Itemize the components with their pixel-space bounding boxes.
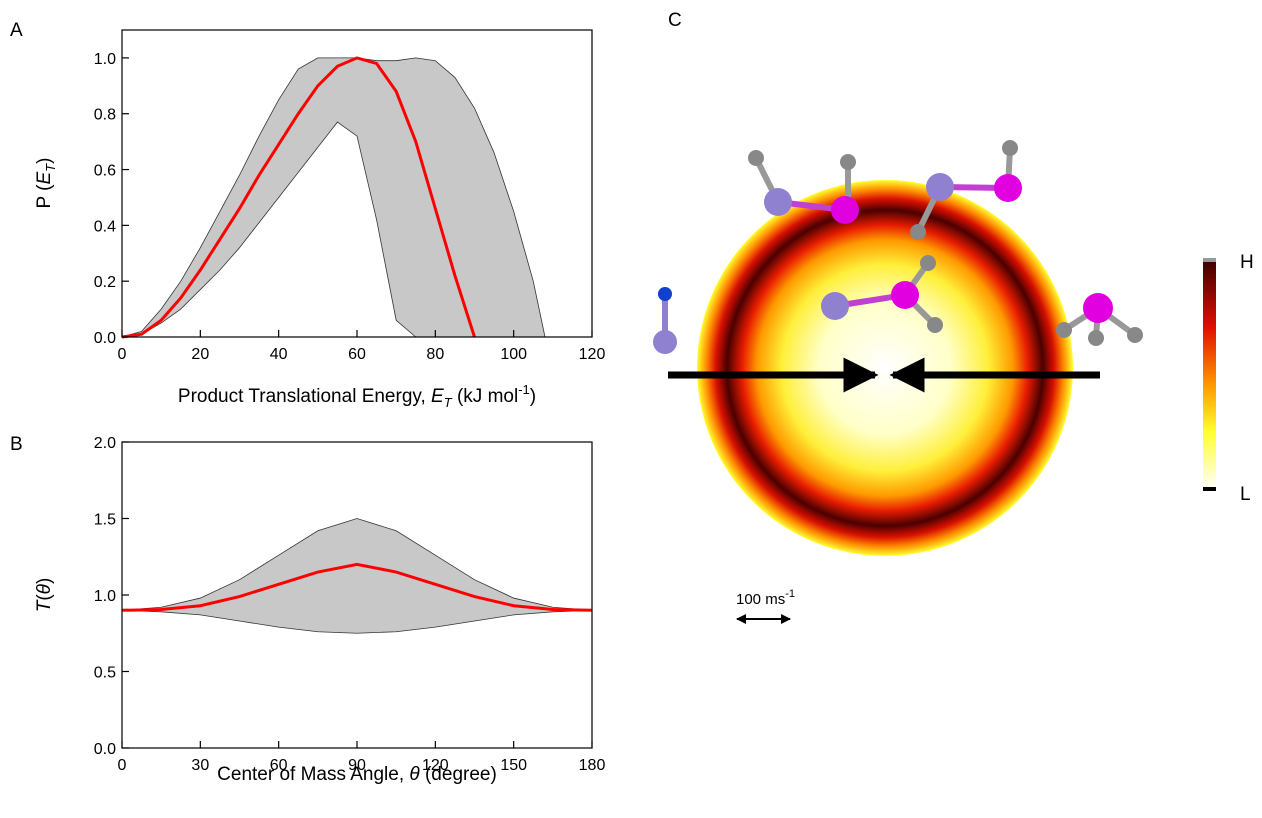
line [121, 562, 593, 612]
label-part: Center of Mass Angle, [217, 764, 409, 785]
x-tick-label: 40 [270, 346, 288, 363]
x-tick-label: 60 [270, 757, 288, 774]
y-tick-label: 1.5 [94, 512, 116, 529]
y-tick-label: 0.8 [94, 107, 116, 124]
x-tick-label: 90 [348, 757, 366, 774]
panel-label: A [10, 20, 23, 41]
y-axis-label: T(θ) [34, 578, 55, 613]
label-part: T [444, 395, 453, 410]
label-part: T [43, 163, 58, 172]
x-tick-label: 100 [500, 346, 527, 363]
y-tick-label: 0.2 [94, 274, 116, 291]
label-part: P ( [34, 184, 55, 209]
velocity-map [697, 180, 1073, 556]
label-part: θ [409, 764, 420, 785]
x-tick-label: 30 [191, 757, 209, 774]
colorbar-cap [1203, 487, 1216, 491]
colorbar [1203, 258, 1216, 490]
band [122, 518, 592, 634]
band-edge [121, 57, 546, 338]
y-tick-label: 1.0 [94, 588, 116, 605]
label-part: ) [34, 578, 55, 584]
x-axis-label: Center of Mass Angle, θ (degree) [217, 764, 497, 785]
x-tick-label: 120 [579, 346, 606, 363]
x-tick-label: 0 [118, 757, 127, 774]
y-tick-label: 1.0 [94, 51, 116, 68]
y-tick-label: 0.0 [94, 330, 116, 347]
label-part: T [34, 599, 55, 612]
band-edge [121, 609, 593, 634]
label-part: ) [530, 386, 536, 407]
y-tick-label: 2.0 [94, 435, 116, 452]
x-tick-label: 180 [579, 757, 606, 774]
label-part: ) [34, 158, 55, 164]
y-axis-label: P (ET) [34, 158, 58, 209]
label-part: (kJ mol [452, 386, 519, 407]
panel-c: C H L 100 ms-1 [653, 10, 1254, 624]
colorbar-low: L [1240, 484, 1251, 505]
label-part: 100 ms [736, 591, 785, 608]
label-part: E [431, 386, 444, 407]
label-part: (degree) [420, 764, 497, 785]
label-part: E [34, 172, 55, 185]
x-tick-label: 0 [118, 346, 127, 363]
label-part: Product Translational Energy, [178, 386, 431, 407]
x-tick-label: 120 [422, 757, 449, 774]
y-tick-label: 0.0 [94, 741, 116, 758]
label-part: -1 [518, 382, 530, 397]
y-tick-label: 0.6 [94, 163, 116, 180]
molecules [653, 140, 1143, 354]
label-part: ( [34, 594, 55, 601]
x-tick-label: 60 [348, 346, 366, 363]
y-tick-label: 0.5 [94, 665, 116, 682]
panel-label: C [668, 10, 682, 31]
label-part: -1 [785, 588, 795, 600]
x-tick-label: 150 [500, 757, 527, 774]
colorbar-cap [1203, 258, 1216, 262]
panel-label: B [10, 434, 23, 455]
band [122, 57, 545, 338]
colorbar-high: H [1240, 252, 1254, 273]
x-axis-label: Product Translational Energy, ET (kJ mol… [178, 382, 536, 410]
y-tick-label: 0.4 [94, 218, 116, 235]
label-part: θ [34, 583, 55, 594]
line [121, 56, 476, 339]
scale-bar-label: 100 ms-1 [736, 588, 795, 608]
x-tick-label: 80 [426, 346, 444, 363]
x-tick-label: 20 [191, 346, 209, 363]
band-edge [121, 518, 593, 611]
